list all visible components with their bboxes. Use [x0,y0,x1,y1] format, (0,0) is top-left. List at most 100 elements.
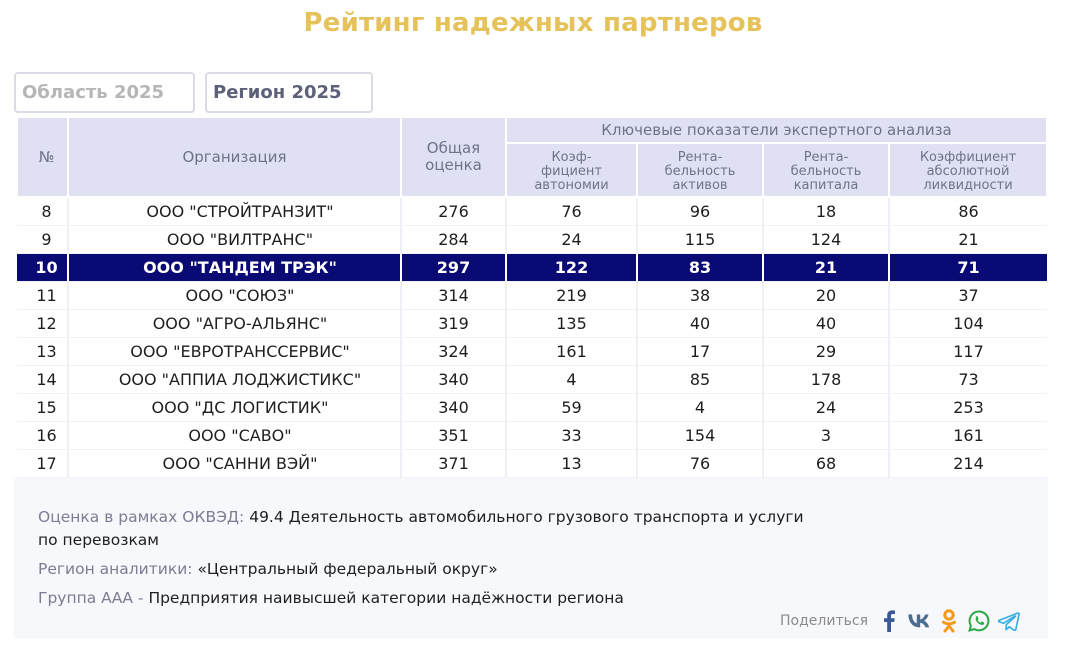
header-assets-label: Рента-бельность активов [664,150,736,193]
cell-total-score: 324 [401,337,507,366]
cell-autonomy: 13 [506,449,638,478]
cell-capital: 124 [763,225,890,254]
table-row[interactable]: 13 ООО "ЕВРОТРАНССЕРВИС" 324 161 17 29 117 [17,337,1048,366]
cell-liquidity: 37 [889,281,1048,310]
info-panel: Оценка в рамках ОКВЭД: 49.4 Деятельность… [14,478,1048,638]
cell-capital: 40 [763,309,890,338]
cell-liquidity: 86 [889,197,1048,226]
cell-total-score: 297 [401,253,507,282]
table-row[interactable]: 15 ООО "ДС ЛОГИСТИК" 340 59 4 24 253 [17,393,1048,422]
region-line: Регион аналитики: «Центральный федеральн… [38,558,1024,581]
cell-liquidity: 253 [889,393,1048,422]
tab-oblast-2025[interactable]: Область 2025 год [14,72,195,140]
share-label: Поделиться [780,613,868,629]
okved-line: Оценка в рамках ОКВЭД: 49.4 Деятельность… [38,506,828,552]
table-row[interactable]: 11 ООО "СОЮЗ" 314 219 38 20 37 [17,281,1048,310]
cell-assets: 38 [637,281,764,310]
cell-assets: 85 [637,365,764,394]
cell-autonomy: 4 [506,365,638,394]
cell-capital: 29 [763,337,890,366]
cell-capital: 68 [763,449,890,478]
rating-table: № Организация Общая оценка Ключевые пока… [16,116,1049,478]
cell-capital: 3 [763,421,890,450]
cell-capital: 21 [763,253,890,282]
cell-total-score: 340 [401,365,507,394]
whatsapp-icon[interactable] [968,610,990,632]
okved-value: 49.4 Деятельность автомобильного грузово… [38,508,804,549]
header-total-score: Общая оценка [400,116,507,198]
cell-number: 11 [17,281,69,310]
cell-autonomy: 76 [506,197,638,226]
vk-icon[interactable] [908,610,930,632]
table-row[interactable]: 12 ООО "АГРО-АЛЬЯНС" 319 135 40 40 104 [17,309,1048,338]
cell-liquidity: 71 [889,253,1048,282]
cell-total-score: 319 [401,309,507,338]
cell-liquidity: 161 [889,421,1048,450]
cell-liquidity: 21 [889,225,1048,254]
table-row[interactable]: 14 ООО "АППИА ЛОДЖИСТИКС" 340 4 85 178 73 [17,365,1048,394]
header-assets: Рента-бельность активов [636,142,764,198]
header-capital-label: Рента-бельность капитала [790,150,862,193]
cell-total-score: 276 [401,197,507,226]
cell-assets: 76 [637,449,764,478]
cell-liquidity: 73 [889,365,1048,394]
cell-number: 17 [17,449,69,478]
cell-total-score: 371 [401,449,507,478]
cell-organization: ООО "АППИА ЛОДЖИСТИКС" [68,365,402,394]
cell-autonomy: 24 [506,225,638,254]
cell-total-score: 351 [401,421,507,450]
cell-capital: 20 [763,281,890,310]
telegram-icon[interactable] [998,610,1020,632]
header-capital: Рента-бельность капитала [762,142,890,198]
cell-organization: ООО "СОЮЗ" [68,281,402,310]
header-liquidity-label: Коэффициент абсолютной ликвидности [919,150,1017,193]
table-row[interactable]: 8 ООО "СТРОЙТРАНЗИТ" 276 76 96 18 86 [17,197,1048,226]
cell-autonomy: 122 [506,253,638,282]
table-row[interactable]: 9 ООО "ВИЛТРАНС" 284 24 115 124 21 [17,225,1048,254]
table-row-highlighted[interactable]: 10 ООО "ТАНДЕМ ТРЭК" 297 122 83 21 71 [17,253,1048,282]
okved-label: Оценка в рамках ОКВЭД: [38,508,245,526]
header-organization: Организация [67,116,402,198]
region-label: Регион аналитики: [38,560,193,578]
table-row[interactable]: 16 ООО "САВО" 351 33 154 3 161 [17,421,1048,450]
header-liquidity: Коэффициент абсолютной ликвидности [887,142,1049,198]
tab-region-2025[interactable]: Регион 2025 год [205,72,373,140]
cell-assets: 83 [637,253,764,282]
odnoklassniki-icon[interactable] [938,609,960,633]
cell-organization: ООО "ТАНДЕМ ТРЭК" [68,253,402,282]
cell-organization: ООО "САВО" [68,421,402,450]
cell-organization: ООО "ДС ЛОГИСТИК" [68,393,402,422]
year-tabs: Область 2025 год Регион 2025 год [14,72,373,140]
header-total-score-label: Общая оценка [425,139,482,174]
cell-number: 10 [17,253,69,282]
cell-autonomy: 161 [506,337,638,366]
cell-number: 16 [17,421,69,450]
cell-organization: ООО "ВИЛТРАНС" [68,225,402,254]
cell-autonomy: 59 [506,393,638,422]
cell-total-score: 340 [401,393,507,422]
cell-liquidity: 117 [889,337,1048,366]
cell-liquidity: 104 [889,309,1048,338]
cell-assets: 4 [637,393,764,422]
header-autonomy: Коэф-фициент автономии [505,142,638,198]
header-autonomy-label: Коэф-фициент автономии [534,150,609,193]
cell-organization: ООО "ЕВРОТРАНССЕРВИС" [68,337,402,366]
cell-autonomy: 219 [506,281,638,310]
cell-assets: 96 [637,197,764,226]
cell-total-score: 314 [401,281,507,310]
group-value: Предприятия наивысшей категории надёжнос… [148,589,624,607]
table-body: 8 ООО "СТРОЙТРАНЗИТ" 276 76 96 18 86 9 ООО "ВИЛТ… [17,197,1048,478]
share-bar: Поделиться [780,609,1020,633]
cell-assets: 154 [637,421,764,450]
cell-organization: ООО "СТРОЙТРАНЗИТ" [68,197,402,226]
cell-autonomy: 33 [506,421,638,450]
cell-number: 13 [17,337,69,366]
cell-capital: 178 [763,365,890,394]
group-line: Группа ААА - Предприятия наивысшей катег… [38,587,1024,610]
cell-organization: ООО "АГРО-АЛЬЯНС" [68,309,402,338]
cell-number: 9 [17,225,69,254]
facebook-icon[interactable] [878,610,900,632]
cell-assets: 115 [637,225,764,254]
table-row[interactable]: 17 ООО "САННИ ВЭЙ" 371 13 76 68 214 [17,449,1048,478]
header-number: № [16,116,69,198]
